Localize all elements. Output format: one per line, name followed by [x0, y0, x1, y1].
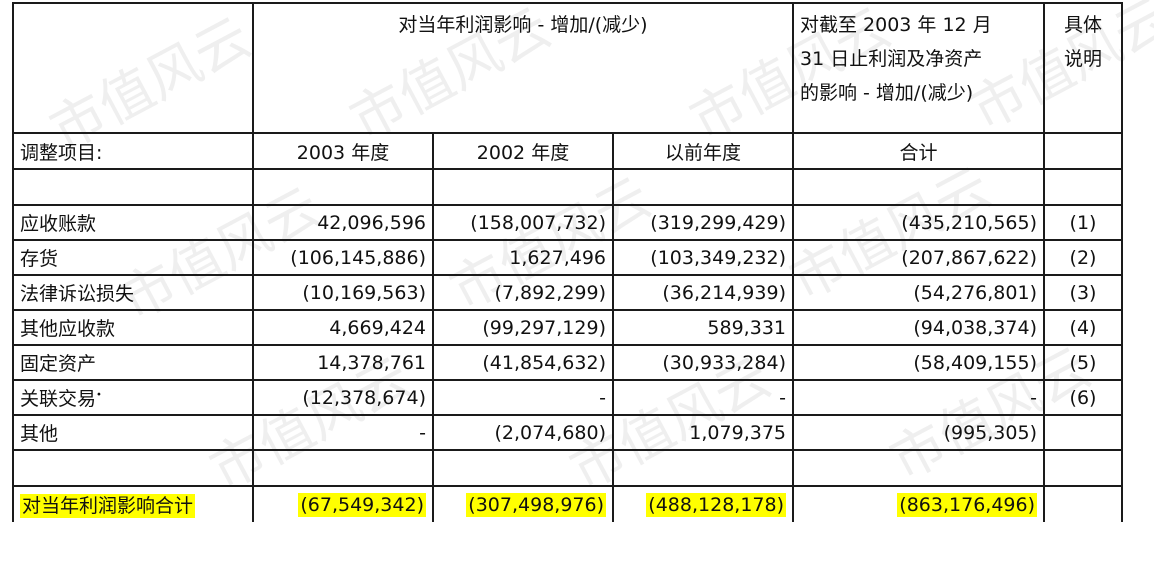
- row-y2003: 14,378,761: [252, 344, 434, 381]
- table-row: 其他 - (2,074,680) 1,079,375 (995,305): [12, 414, 1123, 451]
- table-row: 其他应收款 4,669,424 (99,297,129) 589,331 (94…: [12, 309, 1123, 346]
- total-y2003-highlight: (67,549,342): [298, 492, 426, 517]
- total-total: (863,176,496): [792, 485, 1045, 522]
- row-item: 应收账款: [12, 204, 254, 241]
- row-note: (4): [1043, 309, 1123, 346]
- total-y2002-highlight: (307,498,976): [466, 492, 606, 517]
- row-prior: (30,933,284): [612, 344, 794, 381]
- row-y2002: (158,007,732): [432, 204, 614, 241]
- total-column-header: 合计: [792, 132, 1045, 170]
- row-prior: (36,214,939): [612, 274, 794, 311]
- y2002-column-header: 2002 年度: [432, 132, 614, 170]
- cumulative-effect-line-2: 31 日止利润及净资产: [800, 48, 983, 70]
- header-blank-cell: [12, 2, 254, 134]
- spacer-row: [12, 168, 1123, 206]
- total-note-blank: [1043, 485, 1123, 522]
- item-column-header: 调整项目:: [12, 132, 254, 170]
- table-row: 关联交易• (12,378,674) - - - (6): [12, 379, 1123, 416]
- total-y2002: (307,498,976): [432, 485, 614, 522]
- total-item: 对当年利润影响合计: [12, 485, 254, 522]
- y2003-column-header: 2003 年度: [252, 132, 434, 170]
- row-item: 关联交易•: [12, 379, 254, 416]
- note-header-line-1: 具体: [1063, 14, 1102, 36]
- prior-column-header: 以前年度: [612, 132, 794, 170]
- row-item: 存货: [12, 239, 254, 276]
- row-prior: -: [612, 379, 794, 416]
- row-y2003: 4,669,424: [252, 309, 434, 346]
- total-row: 对当年利润影响合计 (67,549,342) (307,498,976) (48…: [12, 485, 1123, 522]
- adjustment-table: 对当年利润影响 - 增加/(减少) 对截至 2003 年 12 月 31 日止利…: [12, 2, 1123, 522]
- row-prior: 589,331: [612, 309, 794, 346]
- row-note: (5): [1043, 344, 1123, 381]
- row-prior: 1,079,375: [612, 414, 794, 451]
- row-item: 其他应收款: [12, 309, 254, 346]
- total-total-highlight: (863,176,496): [897, 492, 1037, 517]
- row-y2003: (12,378,674): [252, 379, 434, 416]
- column-header-row: 调整项目: 2003 年度 2002 年度 以前年度 合计: [12, 132, 1123, 170]
- table-row: 应收账款 42,096,596 (158,007,732) (319,299,4…: [12, 204, 1123, 241]
- row-item: 固定资产: [12, 344, 254, 381]
- spacer-row: [12, 449, 1123, 487]
- row-prior: (319,299,429): [612, 204, 794, 241]
- row-item: 其他: [12, 414, 254, 451]
- cumulative-effect-line-3: 的影响 - 增加/(减少): [800, 82, 974, 104]
- total-prior: (488,128,178): [612, 485, 794, 522]
- note-column-blank: [1043, 132, 1123, 170]
- table-row: 法律诉讼损失 (10,169,563) (7,892,299) (36,214,…: [12, 274, 1123, 311]
- row-note: (3): [1043, 274, 1123, 311]
- row-y2003: (106,145,886): [252, 239, 434, 276]
- row-y2003: -: [252, 414, 434, 451]
- group-effect-header: 对当年利润影响 - 增加/(减少): [252, 2, 794, 134]
- row-total: (58,409,155): [792, 344, 1045, 381]
- row-total: (54,276,801): [792, 274, 1045, 311]
- row-item: 法律诉讼损失: [12, 274, 254, 311]
- row-total: (995,305): [792, 414, 1045, 451]
- row-note: (6): [1043, 379, 1123, 416]
- row-note: (1): [1043, 204, 1123, 241]
- row-item-label: 关联交易: [20, 388, 97, 410]
- cumulative-effect-line-1: 对截至 2003 年 12 月: [800, 14, 992, 36]
- header-row: 对当年利润影响 - 增加/(减少) 对截至 2003 年 12 月 31 日止利…: [12, 2, 1123, 134]
- table-row: 存货 (106,145,886) 1,627,496 (103,349,232)…: [12, 239, 1123, 276]
- total-item-highlight: 对当年利润影响合计: [20, 494, 196, 518]
- row-total: (94,038,374): [792, 309, 1045, 346]
- table-row: 固定资产 14,378,761 (41,854,632) (30,933,284…: [12, 344, 1123, 381]
- note-header-line-2: 说明: [1063, 48, 1102, 70]
- total-prior-highlight: (488,128,178): [646, 492, 786, 517]
- row-total: -: [792, 379, 1045, 416]
- row-y2002: (7,892,299): [432, 274, 614, 311]
- row-note: (2): [1043, 239, 1123, 276]
- row-y2003: 42,096,596: [252, 204, 434, 241]
- note-header: 具体 说明: [1043, 2, 1123, 134]
- row-prior: (103,349,232): [612, 239, 794, 276]
- cumulative-effect-header: 对截至 2003 年 12 月 31 日止利润及净资产 的影响 - 增加/(减少…: [792, 2, 1045, 134]
- row-y2002: (99,297,129): [432, 309, 614, 346]
- row-y2002: 1,627,496: [432, 239, 614, 276]
- row-y2002: -: [432, 379, 614, 416]
- row-y2003: (10,169,563): [252, 274, 434, 311]
- row-y2002: (2,074,680): [432, 414, 614, 451]
- row-total: (435,210,565): [792, 204, 1045, 241]
- total-y2003: (67,549,342): [252, 485, 434, 522]
- row-note: [1043, 414, 1123, 451]
- row-y2002: (41,854,632): [432, 344, 614, 381]
- footnote-marker: •: [96, 389, 102, 401]
- row-total: (207,867,622): [792, 239, 1045, 276]
